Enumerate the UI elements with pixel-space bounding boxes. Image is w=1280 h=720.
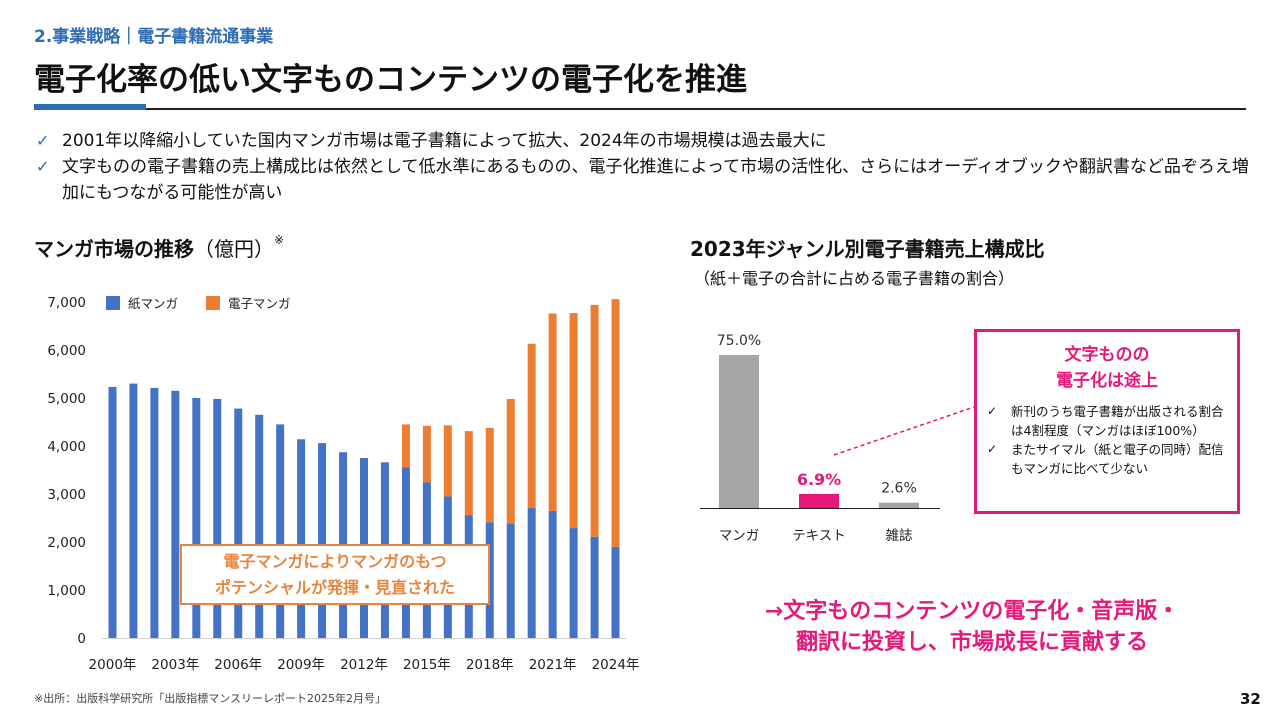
bullet-list: ✓ 2001年以降縮小していた国内マンガ市場は電子書籍によって拡大、2024年の… bbox=[36, 128, 1256, 206]
y-tick-label: 4,000 bbox=[47, 439, 86, 455]
title-accent-bar bbox=[34, 104, 146, 110]
bar-paper-manga bbox=[611, 546, 620, 638]
callout-item-text: 新刊のうち電子書籍が出版される割合は4割程度（マンガはほぼ100%） bbox=[1011, 404, 1224, 438]
bar-paper-manga bbox=[255, 414, 264, 638]
chart-title-main: マンガ市場の推移 bbox=[34, 237, 194, 261]
genre-value-label: 6.9% bbox=[797, 470, 841, 489]
page-number: 32 bbox=[1240, 690, 1261, 708]
legend-swatch-paper bbox=[106, 296, 120, 310]
bar-digital-manga bbox=[611, 299, 620, 547]
legend-label-paper: 紙マンガ bbox=[128, 296, 178, 311]
y-tick-label: 7,000 bbox=[47, 295, 86, 311]
bar-paper-manga bbox=[213, 398, 222, 638]
genre-share-chart-title: 2023年ジャンル別電子書籍売上構成比 bbox=[690, 237, 1045, 261]
manga-market-chart-title: マンガ市場の推移（億円）※ bbox=[34, 233, 284, 262]
bar-paper-manga bbox=[527, 507, 536, 638]
chart-title-note: ※ bbox=[274, 233, 285, 247]
bar-paper-manga bbox=[590, 536, 599, 638]
genre-bar bbox=[719, 355, 759, 508]
y-tick-label: 6,000 bbox=[47, 343, 86, 359]
callout-connector-line bbox=[833, 406, 975, 456]
bar-paper-manga bbox=[318, 443, 327, 638]
x-tick-label: 2015年 bbox=[403, 657, 451, 673]
legend-label-digital: 電子マンガ bbox=[228, 296, 291, 311]
conclusion-statement: →文字ものコンテンツの電子化・音声版・ 翻訳に投資し、市場成長に貢献する bbox=[712, 596, 1232, 658]
x-tick-label: 2018年 bbox=[466, 657, 514, 673]
bar-paper-manga bbox=[150, 387, 159, 638]
x-tick-label: 2006年 bbox=[214, 657, 262, 673]
callout-item-text: またサイマル（紙と電子の同時）配信もマンガに比べて少ない bbox=[1011, 442, 1224, 476]
bullet-text: 2001年以降縮小していた国内マンガ市場は電子書籍によって拡大、2024年の市場… bbox=[62, 131, 827, 151]
callout-title-line: 文字ものの bbox=[1064, 345, 1150, 365]
x-tick-label: 2021年 bbox=[529, 657, 577, 673]
bar-paper-manga bbox=[548, 510, 557, 638]
genre-value-label: 75.0% bbox=[717, 333, 761, 349]
y-tick-label: 3,000 bbox=[47, 487, 86, 503]
x-tick-label: 2009年 bbox=[277, 657, 325, 673]
bar-paper-manga bbox=[108, 386, 117, 638]
bar-paper-manga bbox=[192, 398, 201, 638]
bar-paper-manga bbox=[234, 408, 243, 638]
check-icon: ✓ bbox=[987, 442, 998, 456]
callout-item: ✓ 新刊のうち電子書籍が出版される割合は4割程度（マンガはほぼ100%） bbox=[987, 402, 1235, 440]
genre-category-label: マンガ bbox=[719, 528, 760, 544]
legend-swatch-digital bbox=[206, 296, 220, 310]
callout-line: 電子マンガによりマンガのもつ bbox=[223, 552, 447, 571]
manga-market-chart: 0 1,000 2,000 3,000 4,000 5,000 6,000 7,000 2000… bbox=[47, 295, 639, 673]
text-digitization-callout: 文字ものの 電子化は途上 ✓ 新刊のうち電子書籍が出版される割合は4割程度（マン… bbox=[974, 329, 1240, 514]
genre-category-label: テキスト bbox=[792, 528, 846, 544]
bar-digital-manga bbox=[485, 427, 494, 523]
y-tick-label: 5,000 bbox=[47, 391, 86, 407]
chart-title-unit: （億円） bbox=[194, 237, 274, 261]
bar-paper-manga bbox=[171, 390, 180, 638]
bar-paper-manga bbox=[297, 439, 306, 638]
y-tick-label: 2,000 bbox=[47, 535, 86, 551]
bar-paper-manga bbox=[276, 424, 285, 638]
genre-share-chart: 75.0% マンガ 6.9% テキスト 2.6% 雑誌 bbox=[700, 333, 940, 544]
manga-potential-callout: 電子マンガによりマンガのもつ ポテンシャルが発揮・見直された bbox=[180, 544, 490, 605]
x-tick-label: 2000年 bbox=[89, 657, 137, 673]
bar-digital-manga bbox=[443, 425, 452, 497]
bar-digital-manga bbox=[548, 313, 557, 511]
callout-item: ✓ またサイマル（紙と電子の同時）配信もマンガに比べて少ない bbox=[987, 440, 1235, 478]
bar-digital-manga bbox=[422, 425, 431, 483]
bar-digital-manga bbox=[527, 343, 536, 508]
bullet-text: 文字ものの電子書籍の売上構成比は依然として低水準にあるものの、電子化推進によって… bbox=[62, 157, 1249, 203]
x-tick-label: 2012年 bbox=[340, 657, 388, 673]
callout-item-list: ✓ 新刊のうち電子書籍が出版される割合は4割程度（マンガはほぼ100%） ✓ ま… bbox=[987, 402, 1235, 478]
title-divider bbox=[34, 108, 1246, 110]
check-icon: ✓ bbox=[36, 157, 50, 176]
genre-share-chart-subtitle: （紙＋電子の合計に占める電子書籍の割合） bbox=[694, 269, 1015, 288]
bar-paper-manga bbox=[129, 383, 138, 638]
callout-line: ポテンシャルが発揮・見直された bbox=[214, 578, 455, 597]
bar-paper-manga bbox=[506, 523, 515, 638]
bar-digital-manga bbox=[590, 304, 599, 537]
bar-digital-manga bbox=[569, 313, 578, 529]
bar-digital-manga bbox=[464, 431, 473, 516]
bar-digital-manga bbox=[506, 398, 515, 524]
section-label: 2.事業戦略｜電子書籍流通事業 bbox=[34, 27, 274, 47]
source-footnote: ※出所：出版科学研究所「出版指標マンスリーレポート2025年2月号」 bbox=[34, 692, 386, 705]
bullet-item: ✓ 2001年以降縮小していた国内マンガ市場は電子書籍によって拡大、2024年の… bbox=[36, 128, 1256, 154]
x-tick-label: 2003年 bbox=[151, 657, 199, 673]
check-icon: ✓ bbox=[987, 404, 998, 418]
genre-bar bbox=[879, 502, 919, 508]
page-title: 電子化率の低い文字ものコンテンツの電子化を推進 bbox=[34, 62, 747, 98]
conclusion-line: 翻訳に投資し、市場成長に貢献する bbox=[795, 630, 1148, 655]
check-icon: ✓ bbox=[36, 131, 50, 150]
y-tick-label: 1,000 bbox=[47, 583, 86, 599]
bar-paper-manga bbox=[569, 528, 578, 638]
conclusion-line: →文字ものコンテンツの電子化・音声版・ bbox=[764, 599, 1180, 624]
bar-digital-manga bbox=[401, 424, 410, 468]
callout-title: 文字ものの 電子化は途上 bbox=[977, 342, 1237, 394]
y-tick-label: 0 bbox=[77, 631, 86, 647]
callout-title-line: 電子化は途上 bbox=[1056, 371, 1158, 391]
genre-category-label: 雑誌 bbox=[886, 528, 913, 544]
x-tick-label: 2024年 bbox=[592, 657, 640, 673]
bullet-item: ✓ 文字ものの電子書籍の売上構成比は依然として低水準にあるものの、電子化推進によ… bbox=[36, 154, 1256, 206]
genre-bar bbox=[799, 493, 839, 508]
genre-value-label: 2.6% bbox=[881, 481, 917, 497]
